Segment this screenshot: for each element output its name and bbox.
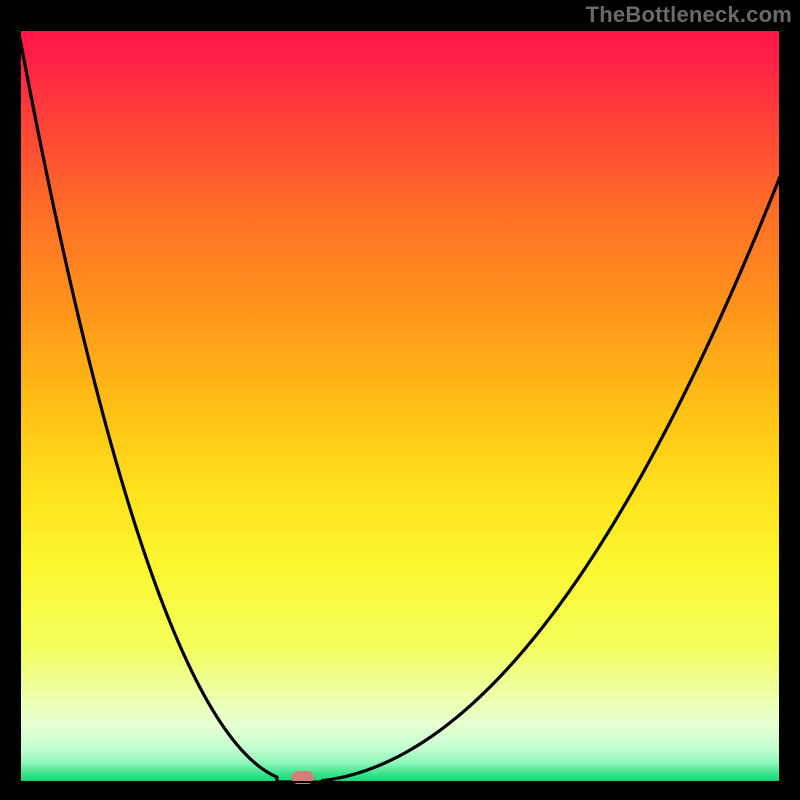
chart-container: TheBottleneck.com [0,0,800,800]
watermark-text: TheBottleneck.com [586,2,792,28]
bottleneck-chart [0,0,800,800]
plot-background [20,30,780,782]
